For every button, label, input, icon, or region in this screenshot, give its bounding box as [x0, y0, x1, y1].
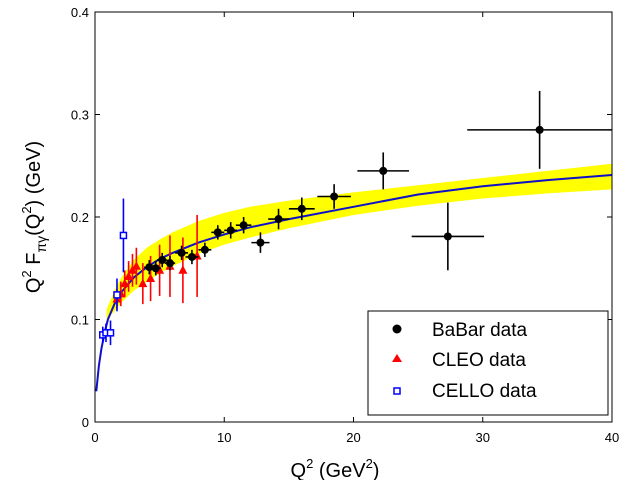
legend-marker-babar: [392, 324, 402, 334]
babar-point-4: [177, 248, 186, 257]
babar-point-11: [274, 215, 283, 224]
cleo-point-7: [146, 273, 156, 282]
x-tick-label-1: 10: [217, 430, 231, 445]
babar-point-15: [443, 232, 452, 241]
babar-point-2: [158, 256, 167, 265]
cleo-point-2: [120, 278, 130, 288]
babar-point-5: [187, 252, 196, 261]
cello-point-3: [113, 291, 121, 299]
cleo-point-10: [178, 265, 188, 274]
babar-point-1: [151, 264, 160, 273]
cleo-point-6: [138, 278, 148, 288]
babar-point-3: [165, 259, 174, 268]
babar-point-13: [330, 192, 339, 201]
babar-point-14: [379, 166, 388, 175]
x-tick-label-0: 0: [91, 430, 98, 445]
babar-point-12: [297, 204, 306, 213]
y-tick-label-2: 0.2: [71, 210, 89, 225]
x-tick-label-2: 20: [346, 430, 360, 445]
babar-point-0: [145, 263, 154, 272]
legend: BaBar data CLEO data CELLO data: [367, 310, 609, 416]
babar-point-8: [226, 226, 235, 235]
babar-point-7: [213, 228, 222, 237]
x-tick-label-3: 30: [476, 430, 490, 445]
y-tick-label-0: 0: [82, 415, 89, 430]
legend-label-babar: BaBar data: [432, 320, 527, 341]
x-tick-label-4: 40: [605, 430, 619, 445]
legend-label-cello: CELLO data: [432, 381, 537, 402]
y-tick-label-4: 0.4: [71, 5, 89, 20]
cleo-point-3: [124, 271, 134, 280]
y-tick-label-1: 0.1: [71, 313, 89, 328]
x-axis-label: Q2 (GeV2): [291, 456, 380, 480]
babar-point-10: [256, 238, 265, 247]
y-axis-label: Q2 Fπγ(Q2) (GeV): [19, 141, 49, 293]
legend-marker-cello: [393, 387, 401, 395]
babar-point-6: [200, 245, 209, 254]
legend-marker-cleo: [392, 354, 402, 362]
y-tick-label-3: 0.3: [71, 108, 89, 123]
cello-point-4: [119, 231, 128, 240]
legend-label-cleo: CLEO data: [432, 350, 526, 371]
cleo-point-5: [131, 261, 141, 270]
plot-area: [95, 90, 612, 392]
axis-ticks: 0 10 20 30 40 0 0.1 0.2 0.3 0.4: [71, 5, 619, 445]
babar-point-9: [239, 221, 248, 230]
legend-box: [367, 310, 609, 416]
cello-point-2: [106, 329, 115, 337]
babar-point-16: [535, 125, 544, 134]
